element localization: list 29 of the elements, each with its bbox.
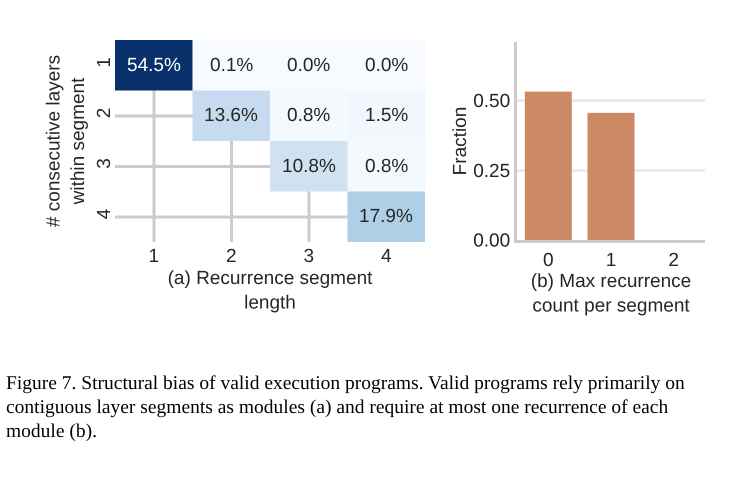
y-axis-title: # consecutive layers within segment xyxy=(43,54,90,228)
x-tick-label: 1 xyxy=(606,250,616,271)
data-label: 0.8% xyxy=(287,105,330,126)
y-tick-label: 0.25 xyxy=(473,160,510,182)
data-label: 13.6% xyxy=(204,105,258,126)
y-tick-label: 3 xyxy=(94,158,116,169)
data-label: 0.0% xyxy=(287,55,330,76)
data-label: 17.9% xyxy=(359,206,413,227)
data-label: 0.1% xyxy=(210,55,254,76)
y-tick-label: 0.00 xyxy=(473,230,510,252)
y-axis-title: Fraction xyxy=(450,106,472,176)
x-tick-label: 4 xyxy=(380,246,392,267)
x-tick-label: 0 xyxy=(543,250,554,271)
x-tick-label: 3 xyxy=(303,246,314,267)
x-axis-title: (a) Recurrence segment length xyxy=(168,268,374,314)
data-label: 1.5% xyxy=(365,105,408,126)
data-label: 54.5% xyxy=(127,55,181,76)
y-tick-label: 4 xyxy=(94,208,116,220)
x-tick-label: 2 xyxy=(226,246,237,267)
data-label: 0.0% xyxy=(365,55,408,76)
caption: Figure 7. Structural bias of valid execution programs. Valid programs rely primarily on contiguous layer segments as modules (a) and require at most one recurrence of each module (b). xyxy=(6,372,686,444)
x-tick-label: 1 xyxy=(148,246,160,267)
data-label: 0.8% xyxy=(365,156,408,177)
y-tick-label: 1 xyxy=(94,57,116,68)
x-axis-title: (b) Max recurrence count per segment xyxy=(530,270,692,316)
data-label: 10.8% xyxy=(282,156,336,177)
y-tick-label: 2 xyxy=(94,108,116,118)
x-tick-label: 2 xyxy=(668,250,679,271)
y-tick-label: 0.50 xyxy=(473,91,510,112)
